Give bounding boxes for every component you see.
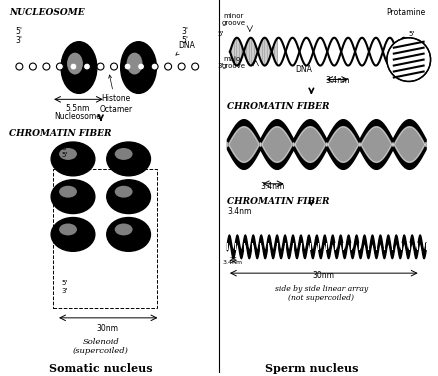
- Text: 3': 3': [61, 145, 67, 151]
- Ellipse shape: [115, 223, 133, 235]
- Ellipse shape: [120, 42, 156, 93]
- Text: 5': 5': [409, 31, 415, 37]
- Circle shape: [165, 63, 172, 70]
- Text: 3.4nm: 3.4nm: [223, 260, 243, 265]
- Circle shape: [16, 63, 23, 70]
- Circle shape: [151, 63, 158, 70]
- Circle shape: [97, 63, 104, 70]
- Ellipse shape: [67, 53, 83, 74]
- Ellipse shape: [61, 42, 97, 93]
- Text: Solenoid
(supercoiled): Solenoid (supercoiled): [73, 338, 129, 355]
- Ellipse shape: [115, 148, 133, 160]
- Text: 5': 5': [181, 36, 188, 45]
- Text: Somatic nucleus: Somatic nucleus: [49, 362, 152, 373]
- Text: DNA: DNA: [295, 65, 312, 74]
- Text: 30nm: 30nm: [312, 271, 334, 280]
- Text: 3.4nm: 3.4nm: [325, 76, 350, 85]
- Circle shape: [70, 63, 77, 70]
- Text: 30nm: 30nm: [97, 324, 119, 333]
- Text: Sperm nucleus: Sperm nucleus: [265, 362, 358, 373]
- Circle shape: [43, 63, 50, 70]
- Ellipse shape: [127, 53, 142, 74]
- Text: major
groove: major groove: [222, 56, 246, 68]
- Text: 3': 3': [181, 27, 188, 36]
- Circle shape: [192, 63, 199, 70]
- Text: CHROMATIN FIBER: CHROMATIN FIBER: [227, 197, 329, 206]
- Text: 5': 5': [15, 27, 22, 36]
- Text: side by side linear array
(not supercoiled): side by side linear array (not supercoil…: [275, 285, 368, 302]
- Circle shape: [387, 38, 431, 82]
- Text: 5': 5': [218, 31, 224, 37]
- Text: Histone
Octamer: Histone Octamer: [99, 75, 132, 114]
- Text: 3.4nm: 3.4nm: [261, 182, 285, 191]
- Circle shape: [29, 63, 36, 70]
- Text: CHROMATIN FIBER: CHROMATIN FIBER: [10, 129, 112, 138]
- Ellipse shape: [51, 218, 95, 251]
- Ellipse shape: [115, 186, 133, 198]
- Ellipse shape: [107, 142, 151, 176]
- Text: Protamine: Protamine: [386, 8, 425, 17]
- Ellipse shape: [51, 142, 95, 176]
- Text: NUCLEOSOME: NUCLEOSOME: [10, 8, 85, 17]
- Text: 3': 3': [409, 62, 415, 68]
- Text: 3': 3': [218, 62, 224, 68]
- Ellipse shape: [51, 180, 95, 214]
- Ellipse shape: [107, 218, 151, 251]
- Text: 5': 5': [61, 152, 67, 158]
- Circle shape: [138, 63, 145, 70]
- Text: 3.4nm: 3.4nm: [228, 206, 252, 215]
- Text: Nucleosome: Nucleosome: [54, 112, 101, 121]
- Text: minor
groove: minor groove: [222, 13, 246, 26]
- Text: 3': 3': [61, 288, 67, 294]
- Circle shape: [178, 63, 185, 70]
- Circle shape: [57, 63, 64, 70]
- Text: DNA: DNA: [176, 41, 195, 55]
- Text: 3': 3': [15, 36, 22, 45]
- Text: 5': 5': [61, 280, 67, 286]
- Ellipse shape: [59, 223, 77, 235]
- Ellipse shape: [59, 148, 77, 160]
- Circle shape: [124, 63, 131, 70]
- Ellipse shape: [107, 180, 151, 214]
- Circle shape: [110, 63, 117, 70]
- Circle shape: [84, 63, 91, 70]
- Text: 5.5nm: 5.5nm: [66, 104, 90, 113]
- Ellipse shape: [59, 186, 77, 198]
- Text: CHROMATIN FIBER: CHROMATIN FIBER: [227, 102, 329, 111]
